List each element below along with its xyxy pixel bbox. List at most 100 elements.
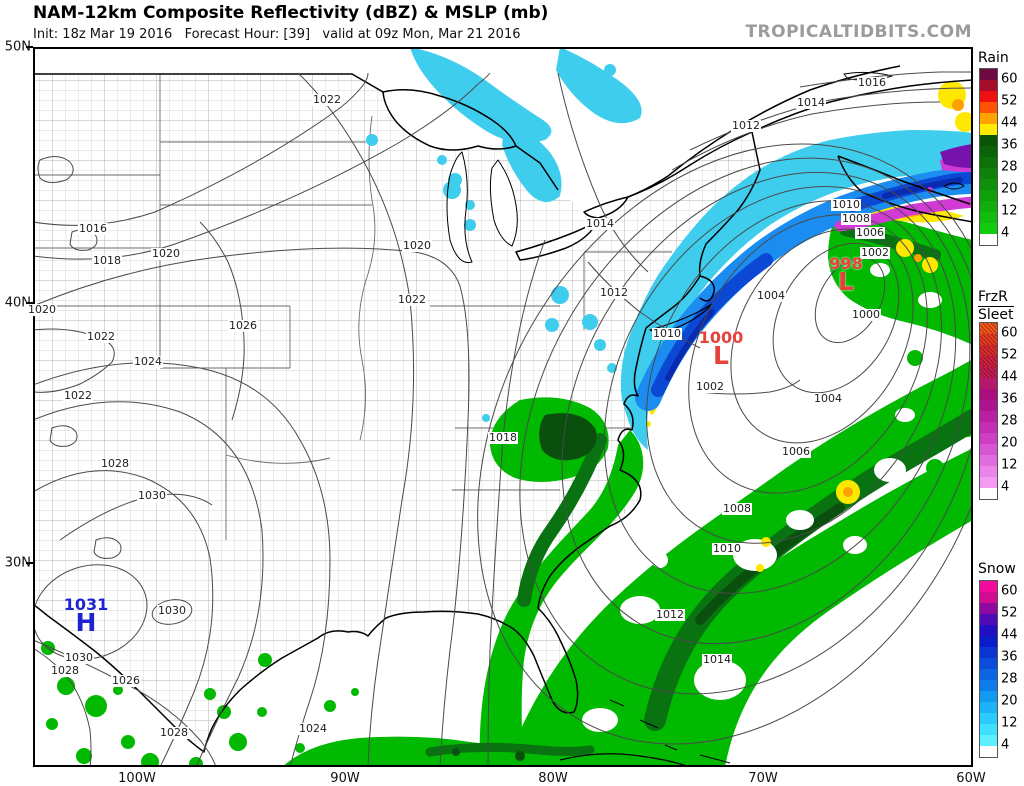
- isobar-label: 1026: [228, 319, 258, 332]
- legend-title-frzr: FrzR: [978, 289, 1008, 305]
- legend-tick-label: 12: [1001, 203, 1018, 219]
- pressure-center-L: 1000 L: [699, 330, 744, 370]
- legend-color-segment: [980, 135, 997, 146]
- pressure-letter: L: [713, 341, 729, 370]
- legend-color-segment: [980, 69, 997, 80]
- legend-color-segment: [980, 102, 997, 113]
- isobar-label: 1004: [813, 392, 843, 405]
- isobar-label: 1008: [841, 212, 871, 225]
- legend-color-segment: [980, 201, 997, 212]
- legend-color-segment: [980, 146, 997, 157]
- isobar-label: 1024: [133, 355, 163, 368]
- legend-tick-label: 36: [1001, 391, 1018, 407]
- pressure-value: 1031: [63, 595, 109, 614]
- legend-color-segment: [980, 157, 997, 168]
- legend-color-segment: [980, 411, 997, 422]
- legend-color-segment: [980, 669, 997, 680]
- pressure-letter: L: [838, 267, 854, 296]
- legend-color-segment: [980, 113, 997, 124]
- legend-title-rain: Rain: [978, 50, 1009, 66]
- legend-tick-label: 52: [1001, 93, 1018, 109]
- legend-color-segment: [980, 680, 997, 691]
- legend-tick-label: 60: [1001, 71, 1018, 87]
- isobar-label: 1026: [111, 674, 141, 687]
- legend-tick-label: 28: [1001, 413, 1018, 429]
- isobar-label: 1030: [137, 489, 167, 502]
- isobar-label: 1002: [860, 246, 890, 259]
- legend-colorbar-rain: [979, 68, 998, 246]
- legend-color-segment: [980, 389, 997, 400]
- isobar-label: 1016: [857, 76, 887, 89]
- isobar-label: 1018: [92, 254, 122, 267]
- legend-tick-label: 20: [1001, 435, 1018, 451]
- legend-color-segment: [980, 724, 997, 735]
- isobar-label: 1020: [27, 303, 57, 316]
- lon-tick-label: 80W: [538, 771, 568, 786]
- legend-tick-label: 4: [1001, 737, 1010, 753]
- legend-tick-label: 44: [1001, 369, 1018, 385]
- legend-tick-label: 52: [1001, 605, 1018, 621]
- isobar-label: 1010: [652, 327, 682, 340]
- legend-tick-label: 36: [1001, 137, 1018, 153]
- legend-tick-label: 4: [1001, 225, 1010, 241]
- isobar-label: 1014: [702, 653, 732, 666]
- lon-tick-label: 90W: [330, 771, 360, 786]
- legend-color-segment: [980, 488, 997, 499]
- isobar-label: 1010: [831, 198, 861, 211]
- isobar-label: 1008: [722, 502, 752, 515]
- legend-color-segment: [980, 581, 997, 592]
- isobar-label: 1012: [655, 608, 685, 621]
- pressure-center-L: 998 L: [829, 254, 863, 296]
- lat-tick-mark: [26, 46, 33, 48]
- legend-color-segment: [980, 647, 997, 658]
- lat-tick-label: 50N: [4, 39, 31, 55]
- legend-color-segment: [980, 702, 997, 713]
- legend-color-segment: [980, 212, 997, 223]
- legend-tick-label: 52: [1001, 347, 1018, 363]
- isobar-label: 1014: [585, 217, 615, 230]
- legend-tick-label: 28: [1001, 671, 1018, 687]
- lat-tick-mark: [26, 302, 33, 304]
- legend-color-segment: [980, 367, 997, 378]
- legend-color-segment: [980, 400, 997, 411]
- legend-tick-label: 44: [1001, 627, 1018, 643]
- legend-color-segment: [980, 422, 997, 433]
- isobar-label: 1028: [159, 726, 189, 739]
- isobar-label: 1030: [157, 604, 187, 617]
- legend-color-segment: [980, 190, 997, 201]
- legend-color-segment: [980, 223, 997, 234]
- legend-color-segment: [980, 345, 997, 356]
- pressure-value: 998: [829, 254, 863, 273]
- isobar-label: 1022: [397, 293, 427, 306]
- county-texture: [35, 74, 760, 752]
- legend-subtitle-sleet: Sleet: [978, 306, 1014, 323]
- map-title: NAM-12km Composite Reflectivity (dBZ) & …: [33, 3, 549, 23]
- legend-color-segment: [980, 124, 997, 135]
- isobar-label: 1020: [151, 247, 181, 260]
- legend-tick-label: 60: [1001, 325, 1018, 341]
- legend-tick-label: 12: [1001, 715, 1018, 731]
- legend-tick-label: 20: [1001, 693, 1018, 709]
- legend-tick-label: 36: [1001, 649, 1018, 665]
- pressure-center-H: 1031 H: [63, 595, 109, 636]
- legend-color-segment: [980, 455, 997, 466]
- legend-tick-label: 28: [1001, 159, 1018, 175]
- legend-color-segment: [980, 477, 997, 488]
- isobar-label: 1028: [100, 457, 130, 470]
- isobar-label: 1030: [64, 651, 94, 664]
- isobar-label: 1028: [50, 664, 80, 677]
- lat-tick-mark: [26, 562, 33, 564]
- isobar-label: 1014: [796, 96, 826, 109]
- legend-color-segment: [980, 168, 997, 179]
- isobar-label: 1022: [63, 389, 93, 402]
- legend-color-segment: [980, 713, 997, 724]
- isobar-label: 1000: [851, 308, 881, 321]
- legend-color-segment: [980, 234, 997, 245]
- lat-tick-label: 30N: [4, 555, 31, 571]
- legend-color-segment: [980, 691, 997, 702]
- lon-tick-label: 60W: [956, 771, 986, 786]
- legend-color-segment: [980, 625, 997, 636]
- map-subtitle: Init: 18z Mar 19 2016 Forecast Hour: [39…: [33, 27, 521, 42]
